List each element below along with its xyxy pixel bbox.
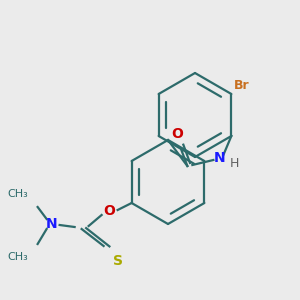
Text: N: N: [214, 151, 225, 165]
Text: S: S: [112, 254, 123, 268]
Text: CH₃: CH₃: [7, 189, 28, 199]
Text: O: O: [104, 204, 116, 218]
Text: Br: Br: [234, 79, 250, 92]
Text: CH₃: CH₃: [7, 252, 28, 262]
Text: N: N: [46, 217, 57, 231]
Text: O: O: [171, 127, 183, 141]
Text: H: H: [230, 157, 239, 169]
